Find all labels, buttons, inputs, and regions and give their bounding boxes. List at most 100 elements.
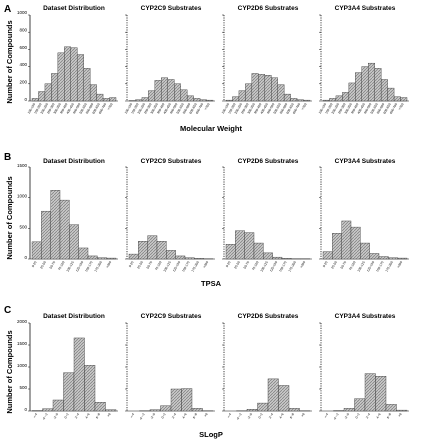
x-tick-label: 200-250 — [234, 102, 243, 114]
bar — [160, 405, 172, 412]
x-tick-label: 175-200 — [94, 260, 103, 272]
y-tick-c-4: 0 — [24, 407, 27, 412]
x-tick-label: 400-450 — [357, 102, 366, 114]
y-tick-c-1: 1500 — [17, 341, 28, 346]
x-tick-label: 175-200 — [288, 260, 297, 272]
x-tick-label: 100-125 — [66, 260, 75, 272]
bar — [288, 408, 300, 412]
x-tick-label: 0~2 — [160, 412, 166, 419]
x-tick-label: 100-125 — [357, 260, 366, 272]
x-tick-label: 250-300 — [143, 102, 152, 114]
x-tick-label: 75-100 — [348, 260, 357, 271]
x-tick-label: 300-350 — [247, 102, 256, 114]
panel-letter-c: C — [4, 305, 11, 316]
x-tick-label: >8 — [203, 412, 208, 417]
bar — [128, 253, 139, 260]
bar — [174, 83, 181, 102]
x-tick-label: 600-650 — [382, 102, 391, 114]
bar — [283, 93, 291, 102]
bar — [267, 378, 279, 412]
x-tick-label: 4~6 — [181, 412, 187, 419]
x-tick-label: 25-50 — [233, 260, 241, 269]
x-tick-label: 500-550 — [272, 102, 281, 114]
x-tick-label: -2~0 — [246, 412, 253, 420]
x-tick-label: 100-125 — [163, 260, 172, 272]
histogram-2-3: CYP3A4 Substrates <-4 -4~-2 -2~0 0~2 2~4 4~6 6~… — [319, 313, 409, 421]
x-tick-label: >700 — [398, 102, 405, 110]
x-tick-label: 6~8 — [95, 412, 101, 419]
panel-c: C Number of Compounds SLogP 2000 1500 10… — [4, 305, 223, 439]
x-tick-label: <-4 — [129, 412, 135, 418]
x-tick-label: 4~6 — [278, 412, 284, 419]
bar — [135, 99, 143, 102]
x-tick-label: 650-700 — [98, 102, 107, 114]
bar — [369, 253, 380, 260]
x-tick-label: 0~2 — [63, 412, 69, 419]
bar — [385, 404, 397, 412]
x-tick-label: 6~8 — [192, 412, 198, 419]
x-tick-label: 100-150 — [221, 102, 230, 114]
y-tick-a-4: 200 — [19, 80, 27, 85]
x-tick-label: 450-500 — [363, 102, 372, 114]
x-tick-label: -2~0 — [343, 412, 350, 420]
bar — [78, 247, 89, 260]
x-tick-label: >200 — [299, 260, 306, 268]
bar — [70, 47, 78, 102]
bar — [59, 199, 70, 260]
x-tick-label: 500-550 — [175, 102, 184, 114]
chart-title: CYP2D6 Substrates — [238, 313, 299, 320]
x-tick-label: 350-400 — [350, 102, 359, 114]
bar — [206, 99, 214, 102]
x-tick-label: 650-700 — [195, 102, 204, 114]
x-tick-label: 0~2 — [354, 412, 360, 419]
x-tick-label: 150-200 — [130, 102, 139, 114]
bar — [322, 251, 333, 260]
bar — [361, 66, 369, 102]
histogram-2-1: CYP2C9 Substrates <-4 -4~-2 -2~0 0~2 2~4 4~6 6~… — [125, 313, 215, 421]
y-tick-b-0: 1500 — [17, 163, 28, 168]
y-tick-c-2: 1000 — [17, 363, 28, 368]
histogram-1-2: CYP2D6 Substrates 0-25 25-50 50-75 75-100 100… — [222, 158, 312, 273]
bar — [184, 257, 195, 260]
bar — [341, 220, 352, 260]
x-tick-label: >200 — [202, 260, 209, 268]
x-tick-label: 50-75 — [243, 260, 251, 269]
x-tick-label: 400-450 — [260, 102, 269, 114]
bar — [63, 372, 75, 412]
bar — [52, 399, 64, 412]
bar — [41, 210, 51, 260]
y-tick-b-1: 1000 — [17, 194, 28, 199]
bar — [57, 52, 65, 102]
bar — [170, 388, 182, 412]
y-tick-a-0: 1000 — [17, 10, 28, 15]
x-tick-label: 500-550 — [78, 102, 87, 114]
histogram-0-2: CYP2D6 Substrates 100-150150-200200-25025… — [221, 5, 312, 115]
bar — [290, 98, 298, 102]
x-tick-label: 450-500 — [266, 102, 275, 114]
x-tick-label: 2~4 — [268, 412, 274, 419]
y-tick-c-0: 2000 — [17, 319, 28, 324]
histogram-1-0: Dataset Distribution 0-25 25-50 50-75 75-100… — [28, 158, 118, 273]
bar — [138, 241, 148, 260]
y-tick-a-1: 800 — [19, 27, 27, 32]
bar — [109, 97, 117, 102]
x-tick-label: -4~-2 — [235, 412, 242, 421]
x-tick-label: 125-150 — [366, 260, 375, 272]
bar — [161, 77, 168, 102]
bar — [397, 257, 408, 260]
x-tick-label: 25-50 — [136, 260, 144, 269]
x-tick-label: -4~-2 — [41, 412, 48, 421]
y-tick-a-5: 0 — [24, 97, 27, 102]
x-tick-label: 25-50 — [330, 260, 338, 269]
bar — [400, 97, 408, 102]
x-tick-label: 4~6 — [375, 412, 381, 419]
x-tick-label: 25-50 — [39, 260, 47, 269]
x-tick-label: 50-75 — [340, 260, 348, 269]
x-tick-label: <-4 — [32, 412, 38, 418]
x-tick-label: >700 — [204, 102, 211, 110]
bar — [199, 99, 207, 102]
x-tick-label: 300-350 — [150, 102, 159, 114]
x-tick-label: 100-125 — [260, 260, 269, 272]
bar — [96, 93, 104, 102]
x-tick-label: >200 — [396, 260, 403, 268]
